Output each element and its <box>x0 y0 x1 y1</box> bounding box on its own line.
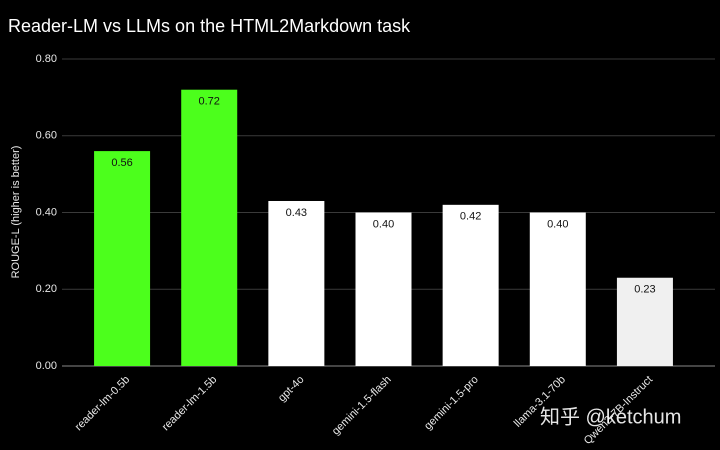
bar <box>268 200 325 366</box>
y-tick-label: 0.20 <box>36 283 57 295</box>
bar <box>94 151 151 366</box>
x-tick-label: gpt-4o <box>276 374 307 405</box>
y-tick-label: 0.80 <box>36 53 57 65</box>
y-axis-label: ROUGE-L (higher is better) <box>10 146 22 279</box>
value-label: 0.72 <box>199 96 220 108</box>
value-label: 0.43 <box>286 207 307 219</box>
value-label: 0.40 <box>547 218 568 230</box>
bar <box>529 212 586 366</box>
y-tick-label: 0.40 <box>36 206 57 218</box>
x-tick-label: reader-lm-0.5b <box>73 374 132 433</box>
x-tick-label: gemini-1.5-flash <box>330 374 394 438</box>
value-label: 0.23 <box>634 284 655 296</box>
x-tick-label: gemini-1.5-pro <box>422 374 481 433</box>
y-tick-label: 0.60 <box>36 130 57 142</box>
x-tick-label: reader-lm-1.5b <box>160 374 219 433</box>
bar <box>442 204 499 366</box>
watermark: 知乎 @ketchum <box>540 405 681 428</box>
bar <box>355 212 412 366</box>
bar <box>181 89 238 366</box>
bar <box>616 277 673 366</box>
chart-title: Reader-LM vs LLMs on the HTML2Markdown t… <box>8 16 411 36</box>
value-label: 0.42 <box>460 211 481 223</box>
y-tick-label: 0.00 <box>36 360 57 372</box>
value-label: 0.56 <box>111 157 132 169</box>
value-label: 0.40 <box>373 218 394 230</box>
